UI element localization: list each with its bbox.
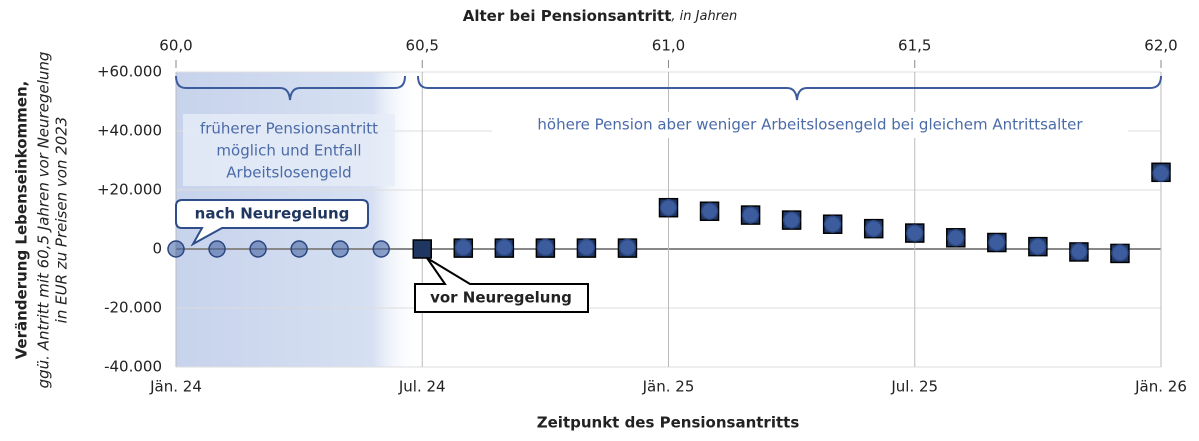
circle-marker [372, 240, 390, 258]
circle-marker [947, 229, 965, 247]
circle-marker [741, 206, 760, 224]
annotation: früherer Pensionsantritt [200, 120, 378, 138]
circle-marker [290, 240, 308, 258]
circle-marker [208, 240, 226, 258]
circle-marker [249, 240, 267, 258]
x2-tick-label: 61,0 [652, 37, 685, 55]
circle-marker [167, 240, 185, 258]
y-tick-label: -40.000 [104, 358, 162, 376]
circle-marker [782, 211, 801, 229]
circle-marker [618, 238, 637, 257]
title-suffix: , in Jahren [671, 9, 737, 24]
circle-marker [1070, 242, 1088, 261]
circle-marker [536, 238, 555, 257]
x2-tick-label: 61,5 [898, 37, 931, 55]
brace [417, 75, 1162, 101]
x2-tick-label: 60,5 [406, 37, 439, 55]
title: Alter bei Pensionsantritt [463, 7, 672, 25]
circle-marker [988, 233, 1006, 252]
x2-tick-label: 60,0 [159, 37, 192, 55]
square-marker [412, 239, 432, 259]
y-axis-title: Veränderung Lebenseinkommen, [13, 81, 31, 360]
circle-marker [823, 215, 842, 233]
x2-tick-label: 62,0 [1144, 37, 1177, 55]
circle-marker [454, 238, 473, 257]
legend-label: vor Neuregelung [430, 289, 572, 307]
legend-label: nach Neuregelung [195, 205, 350, 223]
y-tick-label: 0 [152, 240, 162, 258]
annotation-box [492, 112, 1128, 138]
y-axis-subtitle: ggü. Antritt mit 60,5 Jahren vor Neurege… [35, 52, 53, 389]
x-tick-label: Jul. 25 [890, 378, 938, 396]
x-axis-title: Zeitpunkt des Pensionsantritts [537, 414, 800, 432]
circle-marker [864, 219, 883, 238]
y-axis-subtitle: in EUR zu Preisen von 2023 [53, 117, 71, 324]
circle-marker [906, 224, 924, 242]
top-title: Alter bei Pensionsantritt, in Jahren [463, 7, 738, 25]
circle-marker [1152, 164, 1170, 182]
annotation: möglich und Entfall [216, 142, 361, 160]
annotation: höhere Pension aber weniger Arbeitslosen… [537, 116, 1083, 134]
circle-marker [1111, 244, 1129, 262]
circle-marker [700, 202, 719, 220]
annotation: Arbeitslosengeld [226, 164, 351, 182]
circle-marker [577, 238, 596, 257]
x-tick-label: Jul. 24 [398, 378, 446, 396]
circle-marker [659, 198, 678, 217]
y-tick-label: +20.000 [97, 181, 162, 199]
y-tick-label: -20.000 [104, 299, 162, 317]
annotation-box [183, 114, 395, 186]
x-tick-label: Jän. 25 [642, 378, 695, 396]
callout [414, 257, 589, 313]
circle-marker [495, 238, 514, 257]
circle-marker [1029, 237, 1047, 256]
callout [175, 199, 369, 247]
y-tick-label: +40.000 [97, 122, 162, 140]
circle-marker [331, 240, 349, 258]
y-tick-label: +60.000 [97, 63, 162, 81]
x-tick-label: Jän. 24 [149, 378, 202, 396]
brace [175, 75, 406, 101]
x-tick-label: Jän. 26 [1134, 378, 1187, 396]
